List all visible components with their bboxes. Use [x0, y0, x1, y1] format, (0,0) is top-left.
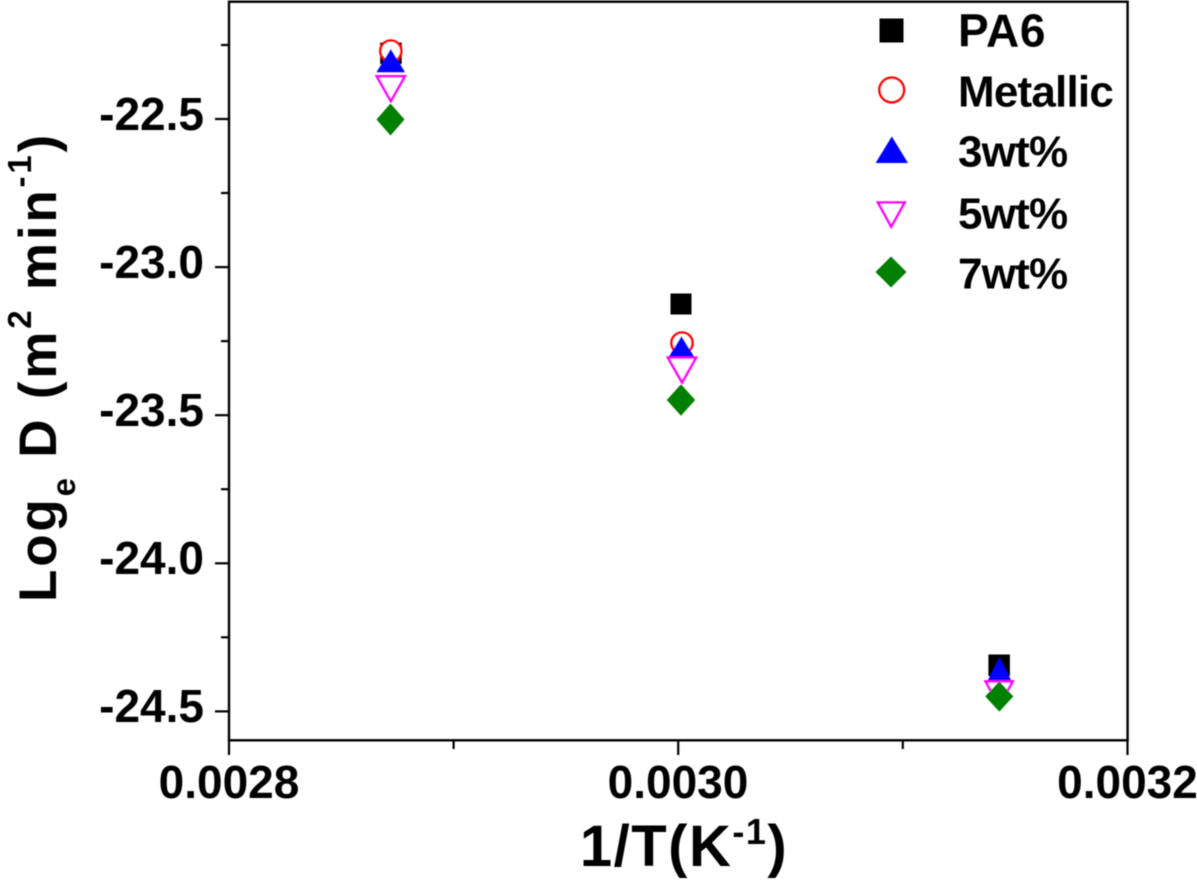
svg-text:PA6: PA6: [958, 5, 1046, 57]
svg-text:-22.5: -22.5: [99, 88, 204, 140]
svg-text:5wt%: 5wt%: [958, 190, 1067, 239]
svg-text:-24.0: -24.0: [99, 532, 204, 584]
svg-text:3wt%: 3wt%: [958, 128, 1067, 177]
svg-text:-23.0: -23.0: [99, 236, 204, 288]
svg-text:Metallic: Metallic: [958, 68, 1113, 117]
svg-text:7wt%: 7wt%: [958, 250, 1067, 299]
svg-text:0.0030: 0.0030: [608, 756, 749, 808]
svg-text:1/T(K-1): 1/T(K-1): [580, 811, 788, 879]
svg-text:0.0032: 0.0032: [1057, 756, 1197, 808]
svg-text:0.0028: 0.0028: [159, 756, 300, 808]
svg-text:-23.5: -23.5: [99, 384, 204, 436]
svg-text:-24.5: -24.5: [99, 680, 204, 732]
